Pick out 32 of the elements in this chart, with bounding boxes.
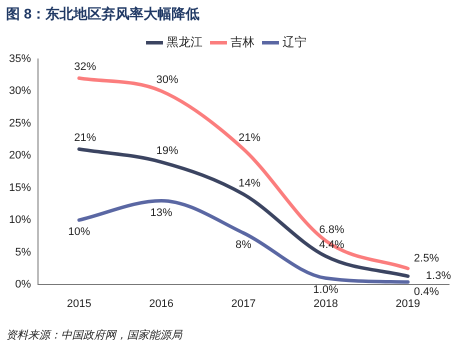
data-label: 1.3% bbox=[426, 270, 452, 282]
data-label: 14% bbox=[238, 177, 261, 190]
x-tick-label: 2016 bbox=[149, 298, 174, 310]
data-label: 21% bbox=[238, 132, 261, 144]
y-tick-label: 15% bbox=[8, 182, 32, 194]
data-label: 6.8% bbox=[319, 224, 344, 236]
y-tick-label: 20% bbox=[8, 150, 32, 162]
y-tick-label: 25% bbox=[8, 117, 32, 130]
y-tick-label: 0% bbox=[15, 278, 32, 291]
data-label: 8% bbox=[236, 239, 252, 252]
chart-title: 图 8：东北地区弃风率大幅降低 bbox=[6, 5, 200, 22]
data-label: 2.5% bbox=[414, 252, 440, 265]
data-label: 13% bbox=[150, 206, 173, 219]
x-tick-label: 2017 bbox=[231, 298, 256, 310]
y-tick-label: 5% bbox=[15, 246, 32, 258]
data-label: 0.4% bbox=[414, 286, 440, 298]
legend-label: 吉林 bbox=[230, 35, 254, 50]
data-label: 32% bbox=[74, 61, 96, 74]
y-tick-label: 30% bbox=[8, 85, 32, 98]
text: 资料来源：中国政府网，国家能源局 bbox=[6, 328, 183, 342]
y-tick-label: 35% bbox=[8, 52, 32, 65]
legend-label: 辽宁 bbox=[282, 35, 306, 50]
data-label: 1.0% bbox=[313, 284, 338, 296]
y-tick-label: 10% bbox=[8, 214, 32, 226]
x-tick-label: 2019 bbox=[396, 298, 420, 310]
data-label: 30% bbox=[156, 74, 179, 86]
legend-label: 黑龙江 bbox=[166, 35, 202, 50]
x-tick-label: 2018 bbox=[313, 298, 338, 310]
data-label: 21% bbox=[74, 132, 96, 144]
data-label: 19% bbox=[156, 145, 179, 158]
x-tick-label: 2015 bbox=[66, 298, 92, 310]
data-label: 10% bbox=[68, 226, 90, 238]
